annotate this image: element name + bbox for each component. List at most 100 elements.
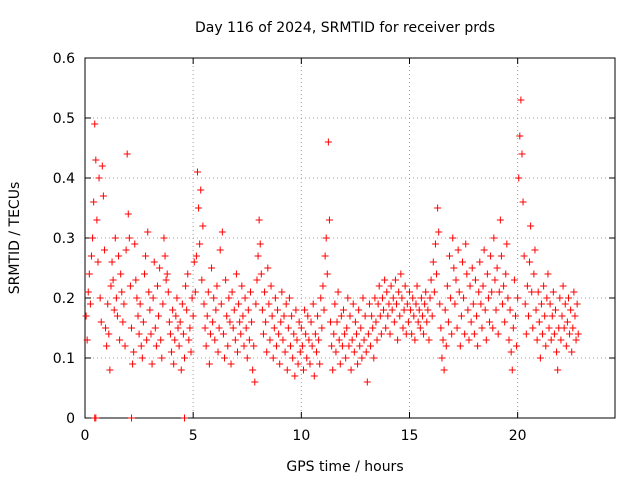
- data-point: [372, 318, 380, 326]
- data-point: [262, 318, 270, 326]
- x-tick-label: 0: [81, 428, 90, 444]
- data-point: [267, 282, 275, 290]
- data-point: [490, 234, 498, 242]
- data-point: [198, 276, 206, 284]
- y-tick-label: 0.6: [53, 51, 75, 67]
- data-point: [237, 330, 245, 338]
- data-point: [235, 300, 243, 308]
- x-axis-label: GPS time / hours: [286, 459, 403, 475]
- data-point: [269, 354, 277, 362]
- data-point: [383, 288, 391, 296]
- data-point: [526, 258, 534, 266]
- y-tick-label: 0: [66, 411, 75, 427]
- data-point: [325, 216, 333, 224]
- data-point: [122, 246, 130, 254]
- data-point: [314, 312, 322, 320]
- data-point: [573, 300, 581, 308]
- data-point: [250, 342, 258, 350]
- data-point: [110, 306, 118, 314]
- data-point: [86, 300, 94, 308]
- data-point: [118, 288, 126, 296]
- data-point: [491, 276, 499, 284]
- data-point: [89, 234, 97, 242]
- data-point: [221, 354, 229, 362]
- data-point: [280, 312, 288, 320]
- data-point: [232, 270, 240, 278]
- data-point: [102, 324, 110, 332]
- data-point: [181, 354, 189, 362]
- data-point: [137, 342, 145, 350]
- data-point: [364, 330, 372, 338]
- data-point: [319, 282, 327, 290]
- data-point: [398, 294, 406, 302]
- data-point: [550, 330, 558, 338]
- data-point: [278, 288, 286, 296]
- data-point: [236, 318, 244, 326]
- data-point: [306, 360, 314, 368]
- data-point: [489, 324, 497, 332]
- data-point: [284, 324, 292, 332]
- data-point: [448, 330, 456, 338]
- data-point: [378, 294, 386, 302]
- data-point: [367, 342, 375, 350]
- data-point: [408, 330, 416, 338]
- data-point: [200, 300, 208, 308]
- data-point: [144, 228, 152, 236]
- data-point: [131, 240, 139, 248]
- data-point: [91, 120, 99, 128]
- y-tick-label: 0.5: [53, 111, 75, 127]
- data-point: [246, 288, 254, 296]
- data-point: [294, 360, 302, 368]
- data-point: [343, 324, 351, 332]
- data-point: [384, 312, 392, 320]
- data-point: [568, 348, 576, 356]
- data-point: [181, 414, 189, 422]
- data-point: [427, 276, 435, 284]
- data-point: [155, 312, 163, 320]
- data-point: [410, 312, 418, 320]
- data-point: [293, 336, 301, 344]
- data-point: [435, 228, 443, 236]
- data-point: [231, 336, 239, 344]
- data-point: [369, 324, 377, 332]
- data-point: [290, 330, 298, 338]
- data-point: [242, 324, 250, 332]
- data-point: [566, 330, 574, 338]
- data-point: [195, 204, 203, 212]
- data-point: [420, 330, 428, 338]
- data-point: [341, 330, 349, 338]
- data-point: [90, 198, 98, 206]
- data-point: [442, 342, 450, 350]
- data-point: [477, 300, 485, 308]
- data-point: [516, 132, 524, 140]
- data-point: [115, 252, 123, 260]
- data-point: [301, 306, 309, 314]
- data-point: [106, 366, 114, 374]
- data-point: [509, 324, 517, 332]
- data-point: [413, 282, 421, 290]
- data-point: [254, 252, 262, 260]
- data-point: [404, 318, 412, 326]
- data-point: [92, 414, 100, 422]
- data-point: [263, 348, 271, 356]
- data-point: [152, 342, 160, 350]
- data-point: [496, 216, 504, 224]
- data-point: [365, 300, 373, 308]
- data-point: [312, 348, 320, 356]
- data-point: [346, 312, 354, 320]
- data-point: [98, 162, 106, 170]
- data-point: [136, 300, 144, 308]
- data-point: [552, 306, 560, 314]
- data-point: [279, 336, 287, 344]
- data-point: [201, 324, 209, 332]
- data-point: [186, 324, 194, 332]
- data-point: [497, 252, 505, 260]
- data-point: [315, 336, 323, 344]
- data-point: [209, 318, 217, 326]
- data-point: [111, 234, 119, 242]
- x-tick-label: 5: [189, 428, 198, 444]
- data-point: [382, 324, 390, 332]
- data-point: [421, 300, 429, 308]
- data-point: [225, 294, 233, 302]
- data-point: [515, 174, 523, 182]
